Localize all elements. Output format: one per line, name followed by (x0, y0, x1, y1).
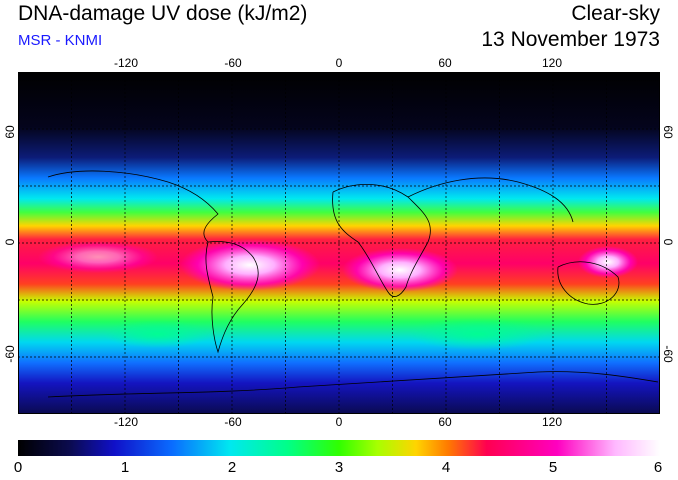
lat-tick-right: 60 (661, 125, 675, 139)
lat-tick-left: 60 (3, 125, 17, 139)
lon-tick-bottom: -60 (224, 415, 242, 429)
coast-antarctica (47, 371, 659, 398)
lon-tick-top: 120 (541, 56, 563, 70)
hotspot-pacific (38, 241, 158, 273)
map-date: 13 November 1973 (481, 28, 660, 51)
data-source: MSR - KNMI (18, 32, 103, 49)
lon-tick-top: 60 (438, 56, 452, 70)
colorbar-gradient (18, 440, 660, 456)
sky-condition: Clear-sky (571, 2, 660, 25)
graticule (18, 72, 660, 414)
coast-africa (332, 183, 431, 297)
map-title: DNA-damage UV dose (kJ/m2) (18, 2, 308, 25)
colorbar-label: 1 (120, 459, 130, 476)
lon-tick-top: -60 (224, 56, 242, 70)
coast-north-america (47, 170, 219, 243)
lon-tick-bottom: -120 (113, 415, 139, 429)
lat-tick-right: 0 (661, 238, 675, 246)
uv-dose-map (18, 72, 660, 414)
hotspot-south-america (180, 239, 320, 291)
colorbar-label: 3 (334, 459, 344, 476)
band-blob (103, 320, 213, 348)
lon-tick-top: -120 (113, 56, 139, 70)
colorbar-label: 6 (653, 459, 663, 476)
hotspot-africa (342, 248, 458, 292)
lon-tick-top: 0 (335, 56, 343, 70)
coast-australia (557, 261, 620, 305)
lat-tick-left: -60 (3, 345, 17, 363)
band-blob (408, 318, 548, 350)
colorbar-label: 0 (13, 459, 23, 476)
colorbar (18, 440, 660, 456)
coast-south-america (205, 241, 259, 354)
coastlines (47, 170, 659, 398)
colorbar-label: 4 (441, 459, 451, 476)
lat-tick-right: -60 (661, 345, 675, 363)
lon-tick-bottom: 60 (438, 415, 452, 429)
colorbar-label: 2 (227, 459, 237, 476)
lon-tick-bottom: 120 (541, 415, 563, 429)
hotspot-oceania (578, 246, 638, 278)
lon-tick-bottom: 0 (335, 415, 343, 429)
lat-tick-left: 0 (3, 238, 17, 246)
map-frame (18, 72, 660, 414)
colorbar-label: 5 (548, 459, 558, 476)
